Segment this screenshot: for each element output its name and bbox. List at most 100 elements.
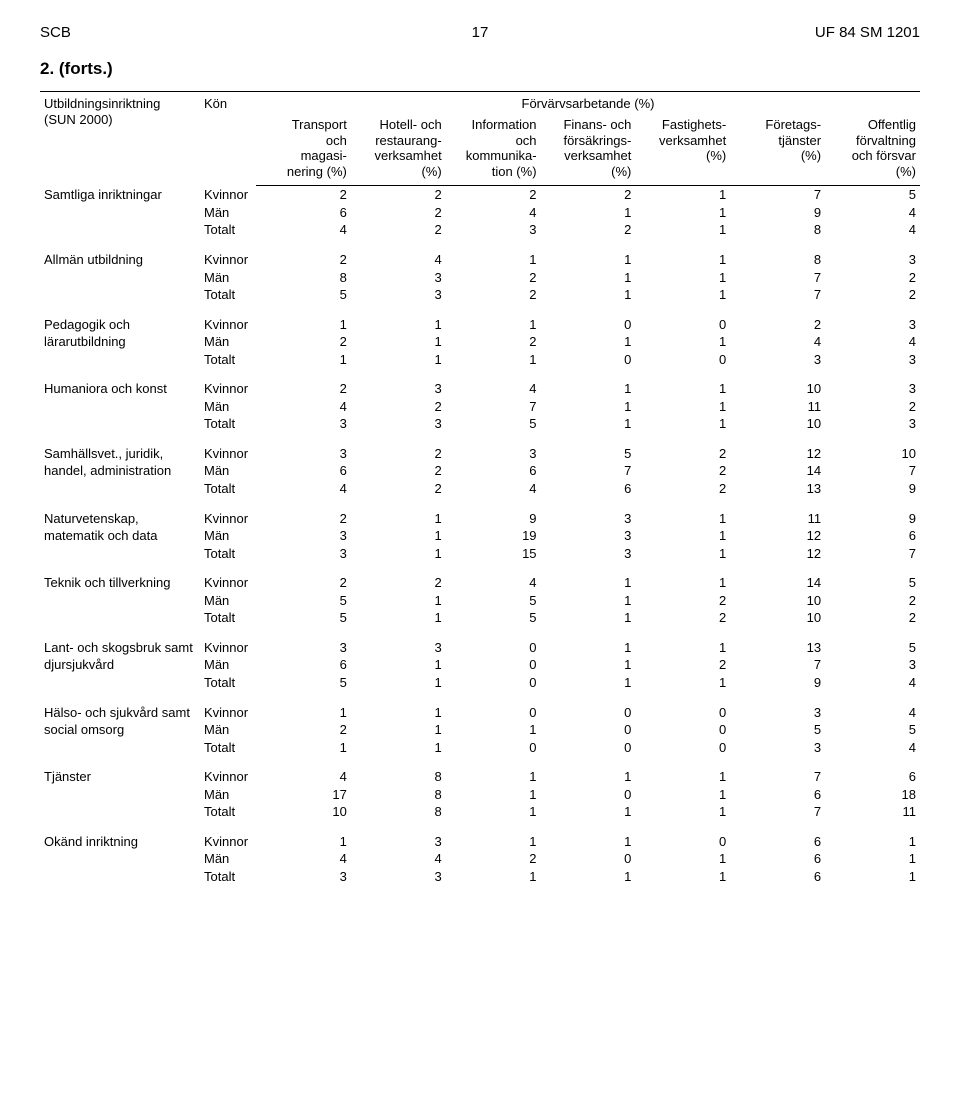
cell-value: 10 — [730, 380, 825, 398]
cell-value: 2 — [256, 380, 351, 398]
cell-value: 0 — [635, 721, 730, 739]
cell-value: 1 — [541, 639, 636, 657]
col-category-header: Utbildningsinriktning (SUN 2000) — [40, 92, 200, 186]
cell-kon: Män — [200, 656, 256, 674]
group-spacer — [40, 756, 920, 768]
group-spacer — [40, 562, 920, 574]
cell-value: 1 — [446, 768, 541, 786]
cell-value: 1 — [635, 639, 730, 657]
cell-value: 1 — [635, 398, 730, 416]
cell-kon: Män — [200, 850, 256, 868]
cell-value: 4 — [825, 333, 920, 351]
table-row: Teknik och tillverkningKvinnor22411145 — [40, 574, 920, 592]
cell-value: 4 — [446, 480, 541, 498]
cell-value: 8 — [351, 803, 446, 821]
cell-value: 3 — [541, 527, 636, 545]
cell-value: 2 — [446, 850, 541, 868]
table-row: Humaniora och konstKvinnor23411103 — [40, 380, 920, 398]
cell-value: 1 — [446, 786, 541, 804]
cell-value: 4 — [256, 850, 351, 868]
cell-value: 1 — [825, 868, 920, 886]
cell-value: 1 — [351, 333, 446, 351]
cell-value: 3 — [351, 868, 446, 886]
cell-value: 19 — [446, 527, 541, 545]
cell-value: 6 — [541, 480, 636, 498]
cell-category: Pedagogik och lärarutbildning — [40, 316, 200, 369]
cell-value: 3 — [825, 351, 920, 369]
cell-value: 1 — [635, 768, 730, 786]
cell-value: 5 — [825, 186, 920, 204]
cell-value: 2 — [541, 186, 636, 204]
cell-value: 1 — [256, 739, 351, 757]
cell-value: 3 — [256, 639, 351, 657]
cell-value: 2 — [825, 609, 920, 627]
cell-value: 4 — [351, 850, 446, 868]
cell-value: 12 — [730, 527, 825, 545]
cell-value: 1 — [256, 316, 351, 334]
section-title: 2. (forts.) — [40, 59, 920, 79]
cell-kon: Totalt — [200, 480, 256, 498]
header-left: SCB — [40, 24, 333, 41]
cell-value: 2 — [351, 398, 446, 416]
cell-value: 3 — [730, 704, 825, 722]
cell-value: 3 — [256, 545, 351, 563]
cell-value: 1 — [635, 286, 730, 304]
cell-category: Samtliga inriktningar — [40, 186, 200, 239]
data-table: Utbildningsinriktning (SUN 2000) Kön För… — [40, 91, 920, 885]
cell-value: 1 — [351, 316, 446, 334]
cell-value: 7 — [730, 656, 825, 674]
cell-value: 0 — [635, 704, 730, 722]
cell-value: 1 — [825, 833, 920, 851]
cell-value: 3 — [351, 415, 446, 433]
cell-kon: Män — [200, 333, 256, 351]
cell-kon: Totalt — [200, 609, 256, 627]
cell-value: 3 — [256, 445, 351, 463]
table-row: Samtliga inriktningarKvinnor2222175 — [40, 186, 920, 204]
cell-value: 4 — [825, 674, 920, 692]
cell-value: 2 — [351, 462, 446, 480]
cell-kon: Totalt — [200, 351, 256, 369]
cell-value: 3 — [446, 221, 541, 239]
cell-value: 1 — [541, 415, 636, 433]
header-right: UF 84 SM 1201 — [627, 24, 920, 41]
cell-value: 3 — [351, 286, 446, 304]
cell-value: 2 — [256, 333, 351, 351]
cell-value: 0 — [541, 704, 636, 722]
cell-value: 4 — [256, 398, 351, 416]
cell-value: 10 — [730, 415, 825, 433]
col-super-header: Förvärvsarbetande (%) — [256, 92, 920, 116]
cell-value: 0 — [635, 316, 730, 334]
cell-category: Naturvetenskap, matematik och data — [40, 510, 200, 563]
cell-value: 0 — [446, 704, 541, 722]
cell-value: 8 — [351, 768, 446, 786]
col-header: Företags- tjänster (%) — [730, 115, 825, 186]
cell-value: 2 — [256, 186, 351, 204]
cell-value: 1 — [541, 380, 636, 398]
cell-category: Hälso- och sjukvård samt social omsorg — [40, 704, 200, 757]
cell-category: Okänd inriktning — [40, 833, 200, 886]
cell-value: 3 — [351, 269, 446, 287]
cell-value: 1 — [541, 674, 636, 692]
cell-value: 2 — [446, 269, 541, 287]
cell-value: 1 — [635, 221, 730, 239]
cell-value: 4 — [446, 380, 541, 398]
cell-value: 5 — [256, 286, 351, 304]
cell-value: 1 — [635, 186, 730, 204]
cell-value: 1 — [635, 527, 730, 545]
cell-value: 0 — [446, 674, 541, 692]
cell-value: 6 — [825, 527, 920, 545]
cell-value: 12 — [730, 545, 825, 563]
cell-value: 2 — [635, 609, 730, 627]
cell-kon: Totalt — [200, 803, 256, 821]
cell-value: 1 — [541, 251, 636, 269]
cell-value: 2 — [256, 574, 351, 592]
cell-kon: Kvinnor — [200, 704, 256, 722]
cell-value: 1 — [541, 768, 636, 786]
cell-value: 2 — [446, 186, 541, 204]
cell-value: 2 — [825, 269, 920, 287]
cell-value: 2 — [351, 445, 446, 463]
cell-value: 3 — [825, 380, 920, 398]
cell-value: 1 — [541, 286, 636, 304]
cell-value: 5 — [730, 721, 825, 739]
cell-category: Allmän utbildning — [40, 251, 200, 304]
